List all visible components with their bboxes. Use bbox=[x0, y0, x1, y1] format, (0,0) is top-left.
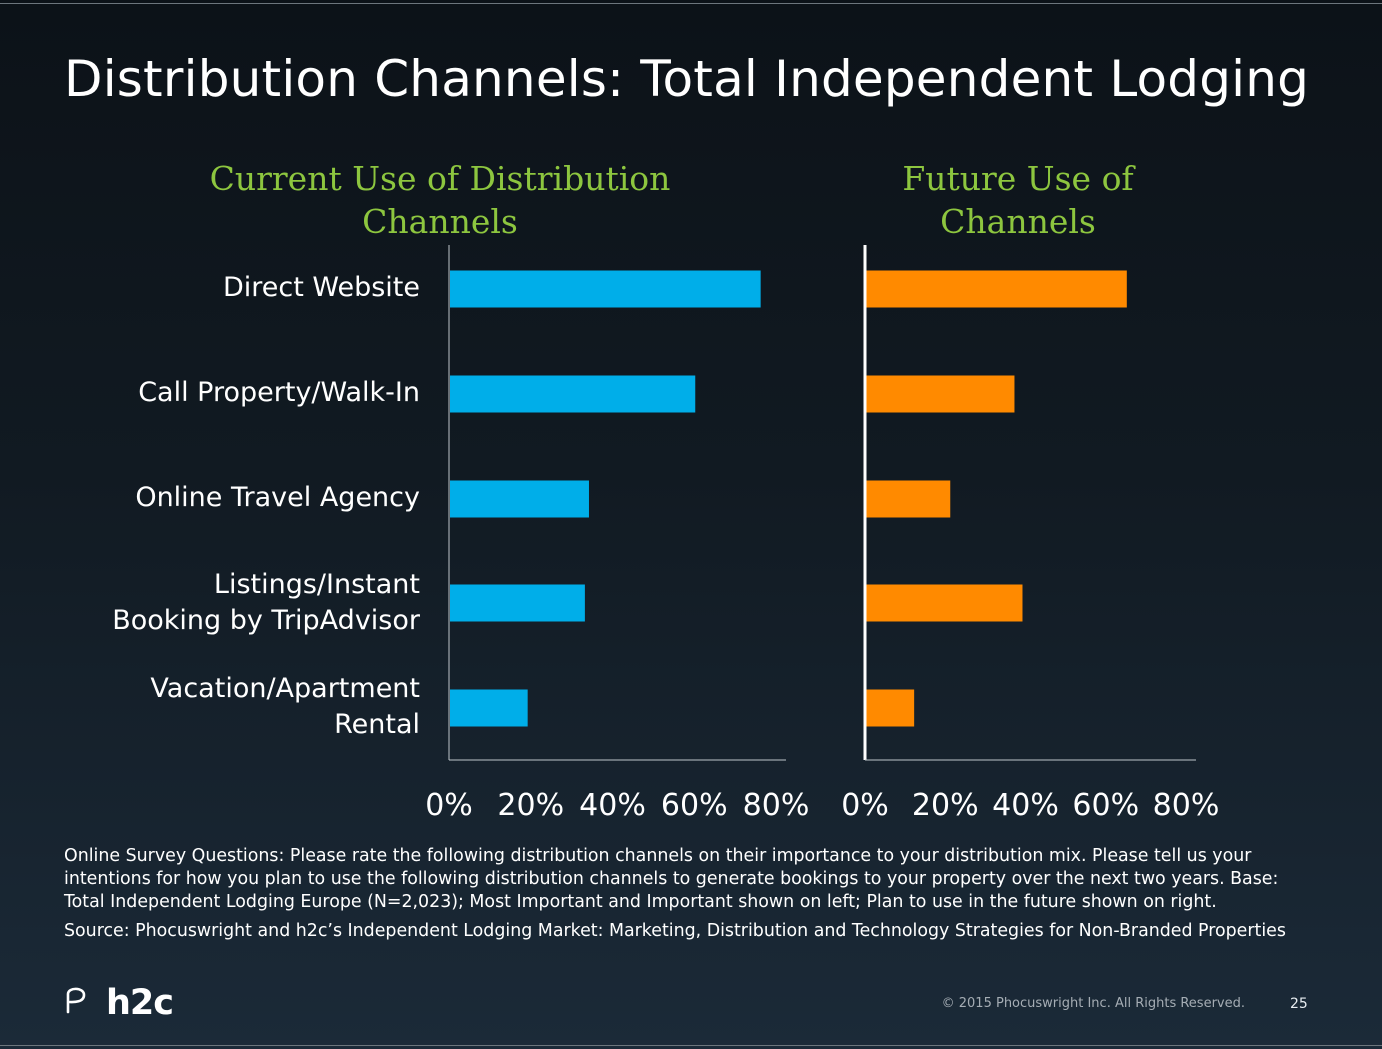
survey-note: Online Survey Questions: Please rate the… bbox=[64, 845, 1324, 943]
current-tick-label-1: 20% bbox=[497, 788, 564, 823]
future-chart-title-line-1: Future Use of bbox=[902, 159, 1134, 198]
category-label-direct-website: Direct Website bbox=[60, 270, 420, 306]
logo-text: h2c bbox=[106, 983, 173, 1023]
future-tick-label-3: 60% bbox=[1072, 788, 1139, 823]
current-bar-3 bbox=[450, 584, 585, 622]
future-tick-label-0: 0% bbox=[841, 788, 889, 823]
future-tick-label-4: 80% bbox=[1153, 788, 1220, 823]
category-label-line: Vacation/Apartment bbox=[150, 673, 420, 704]
category-label-call-property: Call Property/Walk-In bbox=[60, 375, 420, 411]
current-bar-1 bbox=[450, 375, 696, 413]
slide-title: Distribution Channels: Total Independent… bbox=[64, 50, 1310, 108]
copyright: © 2015 Phocuswright Inc. All Rights Rese… bbox=[941, 996, 1245, 1011]
bottom-rule bbox=[0, 1045, 1382, 1046]
current-bars bbox=[450, 270, 761, 727]
survey-note-text: Online Survey Questions: Please rate the… bbox=[64, 846, 1279, 912]
category-label-vacation-rental: Vacation/Apartment Rental bbox=[60, 671, 420, 743]
current-tick-label-3: 60% bbox=[661, 788, 728, 823]
category-label-line: Call Property/Walk-In bbox=[138, 377, 420, 408]
category-label-tripadvisor: Listings/Instant Booking by TripAdvisor bbox=[60, 567, 420, 639]
current-bar-4 bbox=[450, 689, 528, 727]
future-bar-0 bbox=[866, 270, 1127, 308]
future-bar-1 bbox=[866, 375, 1015, 413]
current-chart-title: Current Use of Distribution Channels bbox=[200, 157, 680, 243]
current-tick-label-0: 0% bbox=[425, 788, 473, 823]
future-bars bbox=[866, 270, 1127, 727]
category-label-line: Direct Website bbox=[222, 272, 420, 303]
future-tick-label-1: 20% bbox=[912, 788, 979, 823]
current-chart-title-line-2: Channels bbox=[362, 202, 518, 241]
page-number: 25 bbox=[1290, 996, 1308, 1012]
chart-axes bbox=[448, 245, 1196, 761]
category-label-line: Online Travel Agency bbox=[135, 482, 420, 513]
future-bar-2 bbox=[866, 480, 951, 518]
future-bar-3 bbox=[866, 584, 1023, 622]
future-tick-label-2: 40% bbox=[992, 788, 1059, 823]
category-label-online-travel-agency: Online Travel Agency bbox=[60, 480, 420, 516]
category-label-line: Listings/Instant bbox=[213, 569, 420, 600]
current-bar-0 bbox=[450, 270, 761, 308]
h2c-logo-icon: h2c bbox=[66, 983, 174, 1023]
tick-labels: 0% 20% 40% 60% 80% 0% 20% 40% 60% 80% bbox=[425, 788, 1219, 823]
future-chart-title-line-2: Channels bbox=[940, 202, 1096, 241]
future-bar-4 bbox=[866, 689, 915, 727]
current-bar-2 bbox=[450, 480, 589, 518]
top-rule bbox=[0, 3, 1382, 4]
current-tick-label-2: 40% bbox=[579, 788, 646, 823]
h2c-logo: h2c bbox=[58, 982, 198, 1028]
category-label-line: Rental bbox=[334, 709, 420, 740]
current-tick-label-4: 80% bbox=[743, 788, 810, 823]
bar-charts: 0% 20% 40% 60% 80% 0% 20% 40% 60% 80% bbox=[425, 245, 1219, 823]
category-label-line: Booking by TripAdvisor bbox=[112, 605, 420, 636]
current-chart-title-line-1: Current Use of Distribution bbox=[209, 159, 671, 198]
future-chart-title: Future Use of Channels bbox=[838, 157, 1198, 243]
source-text: Source: Phocuswright and h2c’s Independe… bbox=[64, 921, 1286, 941]
